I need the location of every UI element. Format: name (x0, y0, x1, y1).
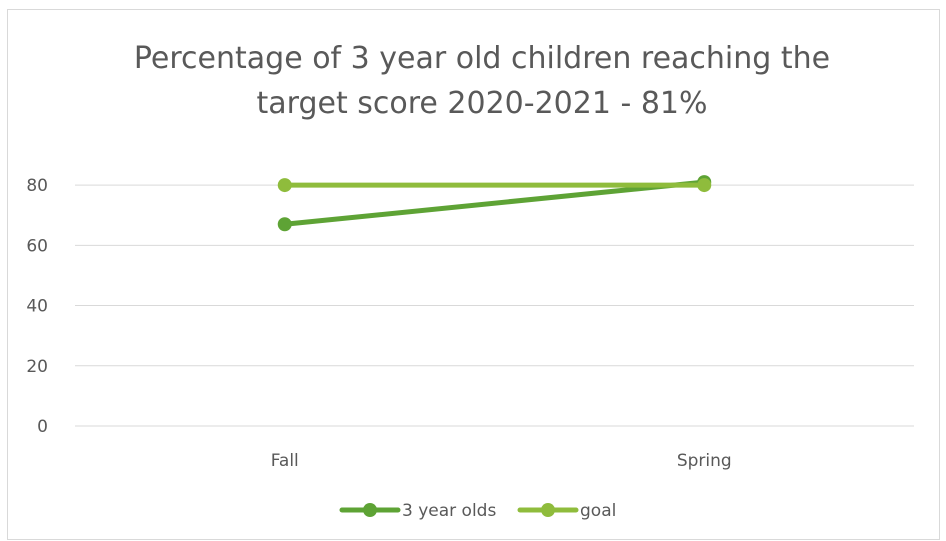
chart-title-line-2: target score 2020-2021 - 81% (257, 86, 708, 121)
legend-item: goal (517, 501, 616, 521)
data-point (277, 217, 292, 232)
legend-swatch-marker (541, 503, 555, 517)
y-tick-label: 40 (26, 297, 48, 317)
y-tick-label: 80 (26, 176, 48, 196)
legend-swatch-marker (363, 503, 377, 517)
x-tick-label: Spring (677, 451, 732, 471)
chart-title-line-1: Percentage of 3 year old children reachi… (134, 41, 830, 76)
y-tick-label: 0 (37, 417, 48, 437)
data-point (697, 178, 712, 193)
series-line (282, 179, 707, 227)
x-tick-label: Fall (271, 451, 299, 471)
legend-item: 3 year olds (339, 501, 496, 521)
y-tick-label: 20 (26, 357, 48, 377)
series-1 (277, 178, 712, 193)
chart-frame (7, 9, 940, 540)
legend-label: 3 year olds (402, 501, 496, 521)
data-point (277, 178, 292, 193)
legend-label: goal (580, 501, 616, 521)
y-tick-label: 60 (26, 236, 48, 256)
